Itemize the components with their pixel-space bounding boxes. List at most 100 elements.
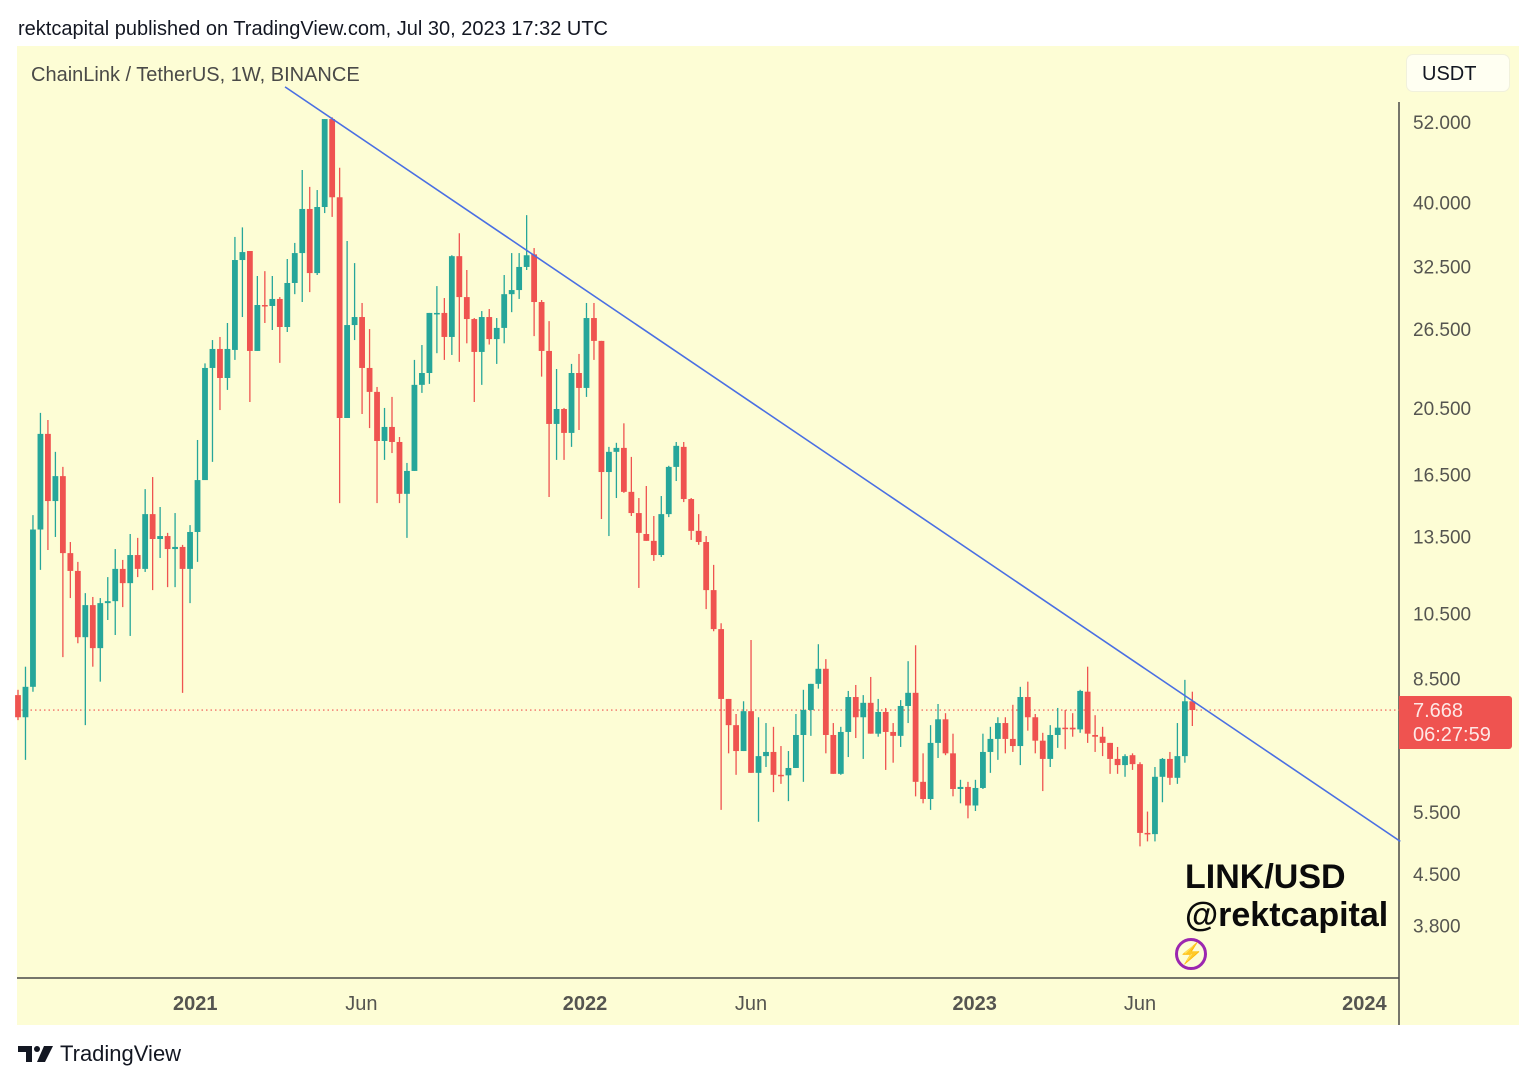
candle-body xyxy=(725,698,732,726)
candle xyxy=(650,516,657,561)
candle-body xyxy=(1114,758,1121,766)
candle-body xyxy=(404,470,410,494)
candle xyxy=(463,269,470,344)
candle xyxy=(1099,726,1106,757)
candle xyxy=(1009,704,1016,752)
candle xyxy=(396,437,403,504)
candle-body xyxy=(471,319,478,352)
candle xyxy=(897,700,904,747)
candle xyxy=(815,644,822,689)
candle xyxy=(1077,689,1084,733)
candle xyxy=(568,363,575,447)
candle-body xyxy=(516,266,523,291)
candle-body xyxy=(1077,690,1084,730)
candle-body xyxy=(650,540,657,556)
published-caption: rektcapital published on TradingView.com… xyxy=(18,18,608,40)
candle-body xyxy=(37,433,44,530)
candle-body xyxy=(807,683,814,710)
candle-body xyxy=(419,372,425,385)
candle xyxy=(1189,691,1196,726)
candle-body xyxy=(733,725,739,752)
candle-body xyxy=(793,734,799,768)
candle-body xyxy=(269,298,276,306)
candle xyxy=(127,534,134,636)
candle-body xyxy=(628,491,635,514)
candle-body xyxy=(22,686,29,718)
candle xyxy=(613,442,620,499)
candle xyxy=(112,549,119,635)
candle xyxy=(942,713,949,756)
candle xyxy=(800,689,807,782)
candle-body xyxy=(950,753,956,789)
candle-body xyxy=(1159,758,1166,777)
candle-body xyxy=(284,282,291,328)
time-tick-label: 2022 xyxy=(563,993,608,1015)
candle xyxy=(1159,757,1166,803)
candle-body xyxy=(927,742,934,800)
candle-body xyxy=(1189,701,1196,711)
candle-body xyxy=(890,731,897,736)
candle-body xyxy=(665,466,672,515)
candle xyxy=(770,726,777,793)
candle-body xyxy=(351,317,358,326)
candle xyxy=(254,275,261,351)
candle xyxy=(1017,686,1024,766)
candle xyxy=(261,271,268,323)
candle-body xyxy=(1032,717,1039,741)
candle xyxy=(82,593,89,726)
candle xyxy=(501,275,508,344)
candle-body xyxy=(441,312,448,337)
candle xyxy=(628,456,635,517)
candle-body xyxy=(149,514,156,540)
candle xyxy=(45,420,51,551)
price-tick-label: 20.500 xyxy=(1413,399,1471,420)
candle-body xyxy=(359,317,365,368)
candle-body xyxy=(703,542,710,591)
candle xyxy=(97,598,104,682)
candle xyxy=(1114,746,1121,774)
candle-body xyxy=(1144,832,1151,835)
candle xyxy=(725,698,732,754)
candle-body xyxy=(1174,756,1181,778)
candle xyxy=(1062,709,1069,750)
candle xyxy=(606,446,612,537)
candle xyxy=(67,542,74,599)
price-tick-label: 5.500 xyxy=(1413,803,1461,824)
candle-body xyxy=(822,668,829,735)
candle xyxy=(807,683,814,736)
candle xyxy=(680,441,687,503)
candle-body xyxy=(164,536,171,550)
candle-body xyxy=(67,553,74,571)
candle-body xyxy=(635,513,642,533)
lightning-bolt-icon[interactable]: ⚡ xyxy=(1175,938,1207,970)
candle xyxy=(426,312,433,384)
footer-brand[interactable]: TradingView xyxy=(18,1041,181,1067)
candle xyxy=(1069,713,1076,737)
candle xyxy=(232,236,238,360)
candle-body xyxy=(276,298,283,328)
last-price-value: 7.668 xyxy=(1413,700,1464,722)
candle-body xyxy=(935,719,941,743)
candle xyxy=(1144,811,1151,842)
candle xyxy=(1174,723,1181,784)
candle-body xyxy=(867,702,874,734)
candle-body xyxy=(463,297,470,320)
candle-body xyxy=(583,318,590,388)
candle xyxy=(1039,732,1046,792)
candle xyxy=(920,753,926,804)
candle xyxy=(688,498,695,540)
candle xyxy=(209,340,216,462)
candle-body xyxy=(112,568,119,602)
candle-body xyxy=(493,327,500,340)
currency-unit-button[interactable]: USDT xyxy=(1406,54,1510,92)
candle xyxy=(561,407,567,460)
candle-body xyxy=(658,514,665,556)
candle xyxy=(52,451,59,537)
candle-body xyxy=(1009,738,1016,747)
candle xyxy=(927,725,934,810)
candle-body xyxy=(598,340,605,473)
candle-body xyxy=(576,372,582,388)
time-tick-label: 2023 xyxy=(952,993,997,1015)
candle xyxy=(15,689,21,721)
